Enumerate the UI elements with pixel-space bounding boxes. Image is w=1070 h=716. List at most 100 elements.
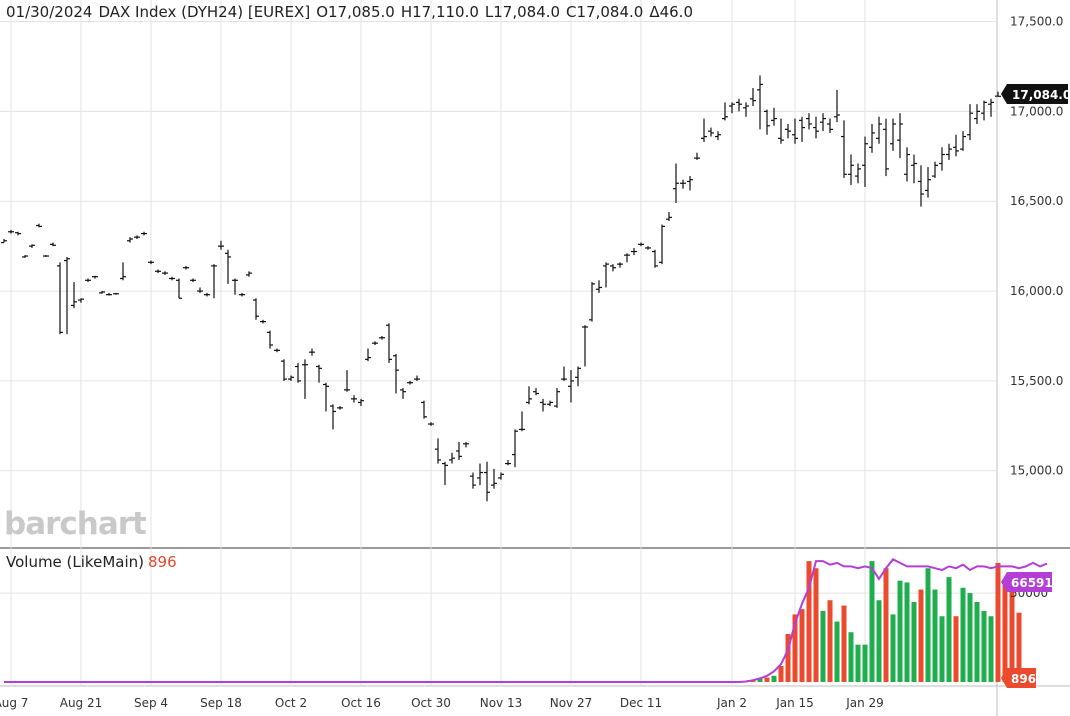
price-bar xyxy=(484,461,490,502)
price-bar xyxy=(610,264,616,272)
volume-bar xyxy=(806,561,812,682)
price-tick-label: 17,500.0 xyxy=(1010,15,1063,29)
price-bar xyxy=(463,441,469,448)
price-bar xyxy=(589,282,595,322)
price-bar xyxy=(596,280,602,293)
price-bar xyxy=(876,116,882,144)
price-bar xyxy=(848,154,854,186)
price-bar xyxy=(855,163,861,184)
price-bar xyxy=(477,463,483,486)
price-bar xyxy=(526,386,532,405)
price-tick-label: 16,000.0 xyxy=(1010,284,1063,298)
price-bar xyxy=(946,143,952,160)
price-bar xyxy=(757,75,763,130)
volume-bar xyxy=(757,678,763,682)
volume-bar xyxy=(827,600,833,682)
price-tick-label: 15,000.0 xyxy=(1010,464,1063,478)
volume-bar xyxy=(904,582,910,682)
volume-bar xyxy=(1002,584,1008,682)
price-bar xyxy=(617,262,623,268)
price-bar xyxy=(337,406,343,410)
volume-bar xyxy=(967,593,973,682)
price-bar xyxy=(57,262,63,335)
volume-bar xyxy=(862,644,868,682)
price-bar xyxy=(414,375,420,381)
volume-bar xyxy=(764,677,770,682)
price-bar xyxy=(827,118,833,133)
price-bar xyxy=(246,271,252,277)
date-tick-label: Jan 2 xyxy=(716,696,747,710)
date-tick-label: Sep 4 xyxy=(134,696,168,710)
price-bar xyxy=(218,240,224,250)
volume-bar xyxy=(960,587,966,682)
price-tick-label: 16,500.0 xyxy=(1010,194,1063,208)
price-bar xyxy=(974,104,980,124)
price-bar xyxy=(498,472,504,480)
price-bar xyxy=(645,246,651,250)
price-bar xyxy=(960,131,966,151)
price-bar xyxy=(708,127,714,137)
price-bar xyxy=(918,165,924,207)
price-bar xyxy=(211,264,217,299)
header-date: 01/30/2024 xyxy=(6,3,93,21)
price-bar xyxy=(771,107,777,126)
price-bar xyxy=(274,348,280,353)
volume-bar xyxy=(834,621,840,682)
volume-bar xyxy=(1009,591,1015,682)
price-bar xyxy=(8,229,14,234)
price-bar xyxy=(540,398,546,412)
price-bar xyxy=(792,118,798,144)
price-bar xyxy=(141,231,147,236)
price-bar xyxy=(470,472,476,489)
volume-bar xyxy=(799,609,805,682)
price-bar xyxy=(638,242,644,247)
price-bar xyxy=(554,388,560,408)
volume-bar xyxy=(855,644,861,682)
price-bar xyxy=(302,359,308,399)
volume-bar xyxy=(820,610,826,682)
volume-bar xyxy=(1016,612,1022,682)
price-bar xyxy=(197,287,203,293)
price-bar xyxy=(701,118,707,142)
price-bar xyxy=(785,123,791,139)
price-bar xyxy=(232,278,238,295)
price-bar xyxy=(897,113,903,159)
date-tick-label: Jan 15 xyxy=(775,696,814,710)
date-tick-label: Oct 30 xyxy=(411,696,451,710)
price-bar xyxy=(939,147,945,171)
price-bar xyxy=(694,152,700,160)
price-bar xyxy=(99,291,105,294)
price-bar xyxy=(575,366,581,387)
price-bar xyxy=(911,154,917,184)
price-bar xyxy=(505,459,511,466)
price-bar xyxy=(568,370,574,403)
price-bar xyxy=(820,113,826,132)
date-tick-label: Sep 18 xyxy=(200,696,242,710)
header-low: L17,084.0 xyxy=(484,3,561,21)
volume-bar xyxy=(771,675,777,682)
price-bar xyxy=(743,102,749,117)
price-bar xyxy=(841,120,847,178)
volume-bar xyxy=(841,605,847,682)
price-bar xyxy=(722,102,728,121)
price-bar xyxy=(407,380,413,385)
price-bar xyxy=(750,88,756,107)
price-bar xyxy=(43,255,49,257)
price-bar xyxy=(519,411,525,432)
price-bar xyxy=(85,278,91,283)
volume-bar xyxy=(918,589,924,682)
price-bar xyxy=(764,109,770,135)
price-bar xyxy=(862,136,868,187)
volume-bar xyxy=(890,614,896,682)
volume-bar xyxy=(953,616,959,682)
price-bar xyxy=(967,104,973,141)
volume-header: Volume (LikeMain) 896 xyxy=(6,553,177,571)
price-bar xyxy=(50,242,56,247)
volume-bar xyxy=(869,561,875,682)
price-bar xyxy=(652,249,658,268)
volume-bar xyxy=(897,580,903,682)
price-bar xyxy=(869,123,875,153)
last-price-badge: 17,084.0 xyxy=(1001,84,1070,104)
